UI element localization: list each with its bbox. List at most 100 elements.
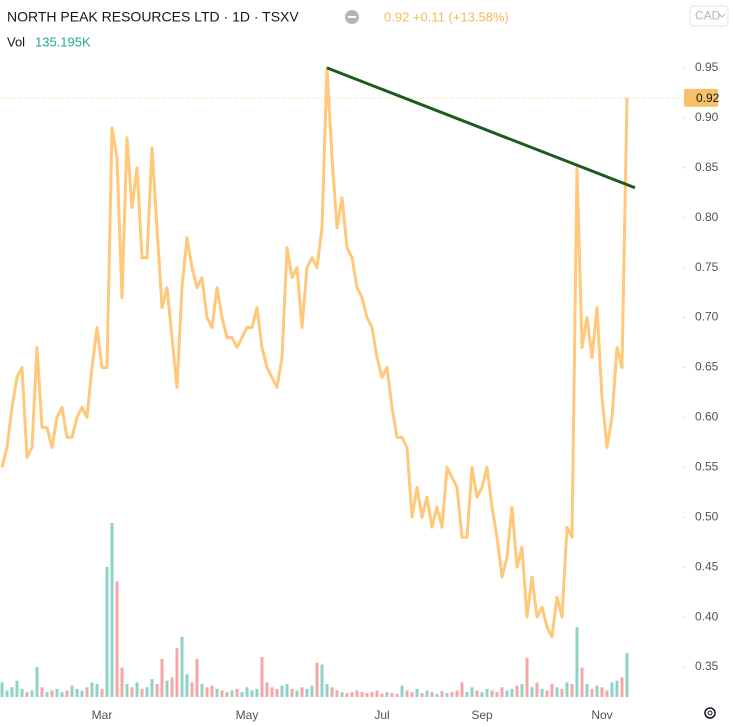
volume-bar bbox=[605, 690, 609, 697]
y-tick-label: 0.35 bbox=[695, 659, 719, 673]
currency-button[interactable]: CAD bbox=[689, 5, 729, 27]
volume-bar bbox=[485, 688, 489, 697]
volume-bar bbox=[555, 687, 559, 697]
volume-bar bbox=[580, 667, 584, 697]
volume-bar bbox=[415, 688, 419, 697]
x-tick-label: Nov bbox=[591, 708, 612, 722]
y-tick-label: 0.65 bbox=[695, 360, 719, 374]
currency-box bbox=[689, 5, 729, 27]
volume-bar bbox=[195, 658, 199, 697]
volume-bar bbox=[225, 692, 229, 697]
volume-bar bbox=[110, 523, 114, 697]
volume-bar bbox=[290, 688, 294, 697]
volume-bar bbox=[510, 688, 514, 697]
volume-bar bbox=[80, 690, 84, 697]
volume-bar bbox=[395, 693, 399, 697]
volume-bar bbox=[460, 682, 464, 697]
volume-bar bbox=[125, 683, 129, 697]
y-tick-label: 0.55 bbox=[695, 460, 719, 474]
volume-bar bbox=[575, 627, 579, 697]
volume-bar bbox=[425, 690, 429, 697]
volume-bar bbox=[335, 690, 339, 697]
volume-bar bbox=[405, 690, 409, 697]
volume-bar bbox=[270, 687, 274, 697]
volume-bar bbox=[215, 688, 219, 697]
volume-bar bbox=[475, 690, 479, 697]
volume-bar bbox=[495, 692, 499, 697]
y-tick-label: 0.85 bbox=[695, 160, 719, 174]
volume-bar bbox=[175, 648, 179, 697]
chart-title: NORTH PEAK RESOURCES LTD · 1D · TSXV bbox=[7, 9, 299, 25]
volume-bar bbox=[585, 683, 589, 697]
volume-bar bbox=[500, 687, 504, 697]
volume-bar bbox=[440, 691, 444, 697]
gear-hub bbox=[707, 710, 713, 716]
volume-bar bbox=[190, 682, 194, 697]
volume-bar bbox=[515, 685, 519, 697]
volume-bar bbox=[255, 688, 259, 697]
volume-bar bbox=[300, 687, 304, 697]
volume-bar bbox=[520, 683, 524, 697]
y-tick-label: 0.95 bbox=[695, 60, 719, 74]
volume-bar bbox=[0, 682, 4, 697]
volume-bar bbox=[600, 687, 604, 697]
volume-bar bbox=[170, 677, 174, 697]
volume-bar bbox=[120, 667, 124, 697]
y-tick-label: 0.90 bbox=[695, 110, 719, 124]
volume-bar bbox=[285, 683, 289, 697]
volume-bar bbox=[315, 662, 319, 697]
volume-bar bbox=[130, 687, 134, 697]
x-tick-label: Jul bbox=[374, 708, 389, 722]
volume-bar bbox=[370, 692, 374, 697]
volume-bar bbox=[350, 692, 354, 697]
volume-bar bbox=[345, 693, 349, 697]
volume-bar bbox=[260, 656, 264, 697]
volume-bar bbox=[320, 664, 324, 697]
volume-bar bbox=[50, 690, 54, 697]
volume-bar bbox=[140, 688, 144, 697]
volume-bar bbox=[230, 690, 234, 697]
settings-icon[interactable] bbox=[704, 707, 716, 719]
volume-bar bbox=[625, 653, 629, 697]
volume-bar bbox=[15, 680, 19, 697]
volume-bar bbox=[505, 690, 509, 697]
volume-bar bbox=[385, 692, 389, 697]
volume-bar bbox=[380, 693, 384, 697]
volume-bar bbox=[410, 692, 414, 697]
volume-value: 135.195K bbox=[35, 34, 91, 49]
volume-bar bbox=[115, 581, 119, 697]
volume-bar bbox=[70, 685, 74, 697]
volume-bar bbox=[595, 685, 599, 697]
volume-bar bbox=[535, 682, 539, 697]
volume-label: Vol bbox=[7, 34, 25, 49]
volume-bar bbox=[305, 688, 309, 697]
hide-icon[interactable] bbox=[345, 10, 359, 24]
volume-bar bbox=[550, 683, 554, 697]
volume-bar bbox=[450, 692, 454, 697]
volume-bar bbox=[455, 690, 459, 697]
volume-bar bbox=[330, 687, 334, 697]
volume-bar bbox=[60, 692, 64, 697]
volume-bar bbox=[265, 682, 269, 697]
last-price-label: 0.92 bbox=[696, 91, 720, 105]
y-tick-label: 0.45 bbox=[695, 559, 719, 573]
volume-bar bbox=[355, 690, 359, 697]
y-tick-label: 0.70 bbox=[695, 310, 719, 324]
volume-bar bbox=[280, 685, 284, 697]
y-tick-label: 0.75 bbox=[695, 260, 719, 274]
y-tick-label: 0.60 bbox=[695, 410, 719, 424]
volume-bar bbox=[90, 682, 94, 697]
trendline bbox=[326, 66, 636, 190]
volume-bar bbox=[240, 692, 244, 697]
volume-bar bbox=[75, 688, 79, 697]
volume-bar bbox=[220, 690, 224, 697]
volume-bar bbox=[45, 692, 49, 697]
volume-bar bbox=[245, 687, 249, 697]
volume-bar bbox=[65, 690, 69, 697]
volume-bar bbox=[570, 683, 574, 697]
volume-bar bbox=[615, 680, 619, 697]
volume-bar bbox=[5, 690, 9, 697]
gear-ring bbox=[704, 707, 716, 719]
volume-bar bbox=[525, 657, 529, 697]
volume-bar bbox=[420, 693, 424, 697]
